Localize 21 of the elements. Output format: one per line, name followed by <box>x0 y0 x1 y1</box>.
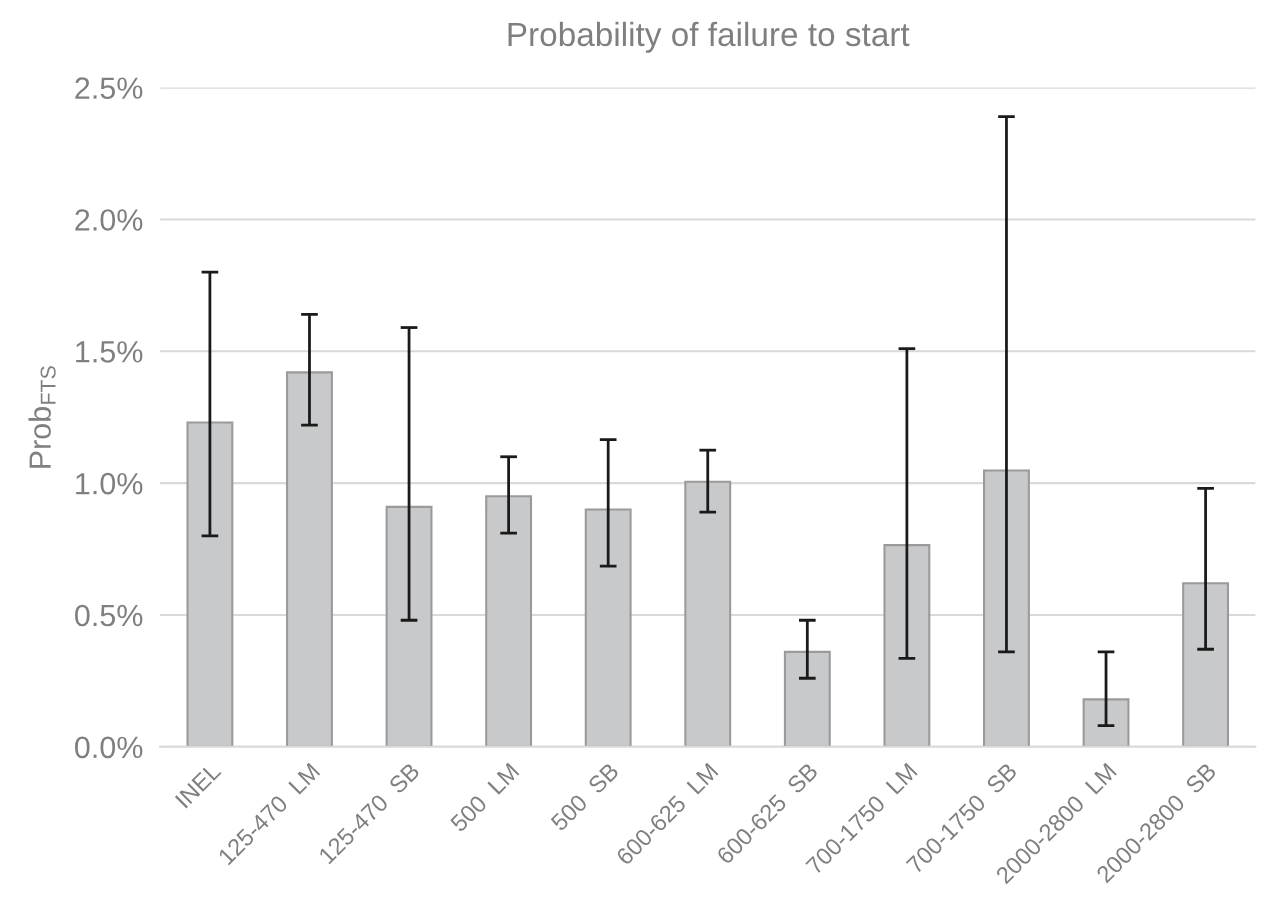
bar <box>1082 698 1130 747</box>
y-tick-label: 0.5% <box>75 604 143 627</box>
y-tick-label: 1.5% <box>76 341 143 363</box>
bar <box>983 469 1030 747</box>
bar <box>883 544 931 747</box>
y-tick-label: 0.0% <box>75 736 143 759</box>
y-tick-label: 2.5% <box>75 77 143 99</box>
bar <box>186 421 234 747</box>
bar <box>1182 582 1230 747</box>
y-tick-label: 1.0% <box>76 472 143 495</box>
bar <box>385 505 433 747</box>
chart-title: Probability of failure to start <box>508 21 910 53</box>
bar <box>286 371 333 747</box>
y-tick-label: 2.0% <box>75 209 143 231</box>
bar <box>584 508 632 747</box>
bar <box>684 480 732 747</box>
bar <box>485 495 533 747</box>
x-tick-label: 500 LM <box>449 762 520 833</box>
y-axis-title: Prob$_{FTS}$ <box>28 366 56 468</box>
x-tick-label: 500 SB <box>549 762 620 832</box>
bar <box>783 650 831 747</box>
